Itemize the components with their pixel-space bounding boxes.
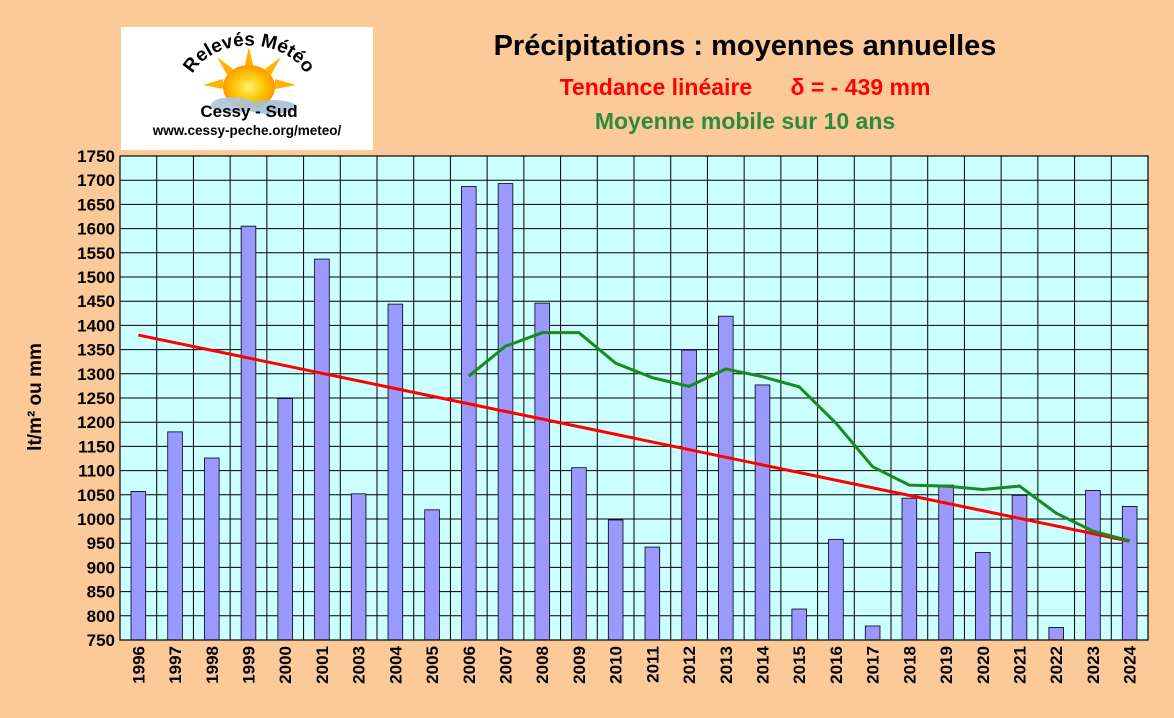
y-tick-label: 1100 [78, 462, 115, 481]
y-tick-label: 1200 [77, 413, 115, 432]
logo-subtitle: Cessy - Sud [200, 102, 297, 121]
bar-2018 [901, 497, 918, 641]
y-tick-label: 1650 [77, 195, 115, 214]
bar-2004 [387, 303, 404, 641]
x-tick-label: 1999 [240, 646, 259, 684]
bar-2005 [424, 509, 440, 641]
y-tick-label: 1400 [77, 316, 115, 335]
y-axis-ticks: 750 800 850 900 950 1000 1050 1100 1150 1200 1250 1… [77, 147, 115, 650]
x-tick-label: 2001 [313, 646, 332, 684]
chart-title: Précipitations : moyennes annuelles [493, 30, 997, 62]
moving-average-subtitle: Moyenne mobile sur 10 ans [594, 108, 896, 134]
x-tick-label: 2023 [1084, 646, 1103, 684]
x-tick-label: 2021 [1011, 646, 1030, 684]
moving-average-line [467, 331, 1131, 543]
bar-2019 [938, 484, 954, 641]
x-tick-label: 2003 [350, 646, 369, 684]
x-tick-label: 2000 [276, 646, 295, 684]
bar-2017 [864, 625, 881, 641]
bar-2010 [607, 519, 624, 641]
bar-2008 [534, 302, 550, 641]
y-tick-label: 1500 [77, 268, 115, 287]
y-tick-label: 1550 [77, 244, 115, 263]
x-tick-label: 2017 [864, 646, 883, 684]
y-tick-label: 1300 [77, 365, 115, 384]
y-tick-label: 1700 [77, 171, 115, 190]
x-tick-label: 2007 [497, 646, 516, 684]
bar-2009 [571, 467, 587, 641]
bar-1996 [130, 491, 147, 641]
x-tick-label: 2024 [1121, 645, 1140, 683]
bar-series [130, 183, 1138, 641]
x-tick-label: 2004 [386, 645, 405, 683]
y-tick-label: 1000 [77, 510, 115, 529]
x-tick-label: 1996 [129, 646, 148, 684]
plot-border [119, 155, 1149, 641]
x-tick-label: 2015 [790, 646, 809, 684]
x-tick-label: 2022 [1047, 646, 1066, 684]
x-tick-label: 2019 [937, 646, 956, 684]
bar-2006 [461, 186, 477, 641]
bar-2011 [644, 546, 661, 641]
x-tick-label: 2018 [900, 646, 919, 684]
x-tick-label: 2008 [533, 646, 552, 684]
y-tick-label: 1750 [77, 147, 115, 166]
x-tick-label: 2020 [974, 646, 993, 684]
trend-line [138, 333, 1130, 543]
x-tick-label: 1998 [203, 646, 222, 684]
y-tick-label: 1150 [78, 437, 115, 456]
bar-2023 [1085, 490, 1101, 641]
bar-2024 [1121, 506, 1138, 641]
y-tick-label: 1450 [77, 292, 115, 311]
x-tick-label: 2013 [717, 646, 736, 684]
grid [120, 155, 1148, 641]
bar-2003 [350, 493, 367, 641]
x-tick-label: 1997 [166, 646, 185, 684]
y-tick-label: 850 [87, 583, 115, 602]
x-axis-ticks: 1996 1997 1998 1999 2000 2001 2003 2004 2005 2006… [129, 645, 1139, 683]
bar-2014 [754, 384, 771, 641]
y-tick-label: 1600 [77, 220, 115, 239]
bar-1999 [240, 225, 257, 641]
x-tick-label: 2012 [680, 646, 699, 684]
x-tick-label: 2011 [643, 646, 662, 683]
y-tick-label: 1350 [77, 341, 115, 360]
bar-2015 [791, 608, 807, 641]
bar-2022 [1048, 627, 1064, 641]
x-tick-label: 2006 [460, 646, 479, 684]
bar-2020 [975, 551, 991, 641]
bar-2013 [718, 315, 734, 641]
y-tick-label: 750 [87, 631, 115, 650]
x-tick-label: 2009 [570, 646, 589, 684]
x-tick-label: 2014 [754, 645, 773, 683]
y-tick-label: 800 [87, 607, 115, 626]
trend-subtitle: Tendance linéaire δ = - 439 mm [559, 74, 931, 100]
y-tick-label: 900 [87, 558, 115, 577]
bar-2012 [681, 349, 697, 641]
logo-url: www.cessy-peche.org/meteo/ [152, 123, 342, 138]
bar-2000 [277, 398, 293, 641]
y-tick-label: 1050 [77, 486, 115, 505]
x-tick-label: 2016 [827, 646, 846, 684]
x-tick-label: 2010 [607, 646, 626, 684]
y-tick-label: 950 [87, 534, 115, 553]
logo-sun-icon: Relevés Météo Cessy - Sud [179, 30, 318, 121]
y-axis-label: lt/m² ou mm [25, 343, 46, 451]
bar-2016 [828, 538, 844, 641]
logo: Relevés Météo Cessy - Sud www.cessy-pech… [121, 27, 373, 150]
bar-1997 [167, 431, 183, 641]
bar-1998 [204, 457, 220, 641]
x-tick-label: 2005 [423, 646, 442, 684]
y-tick-label: 1250 [77, 389, 115, 408]
bar-2001 [314, 258, 330, 641]
